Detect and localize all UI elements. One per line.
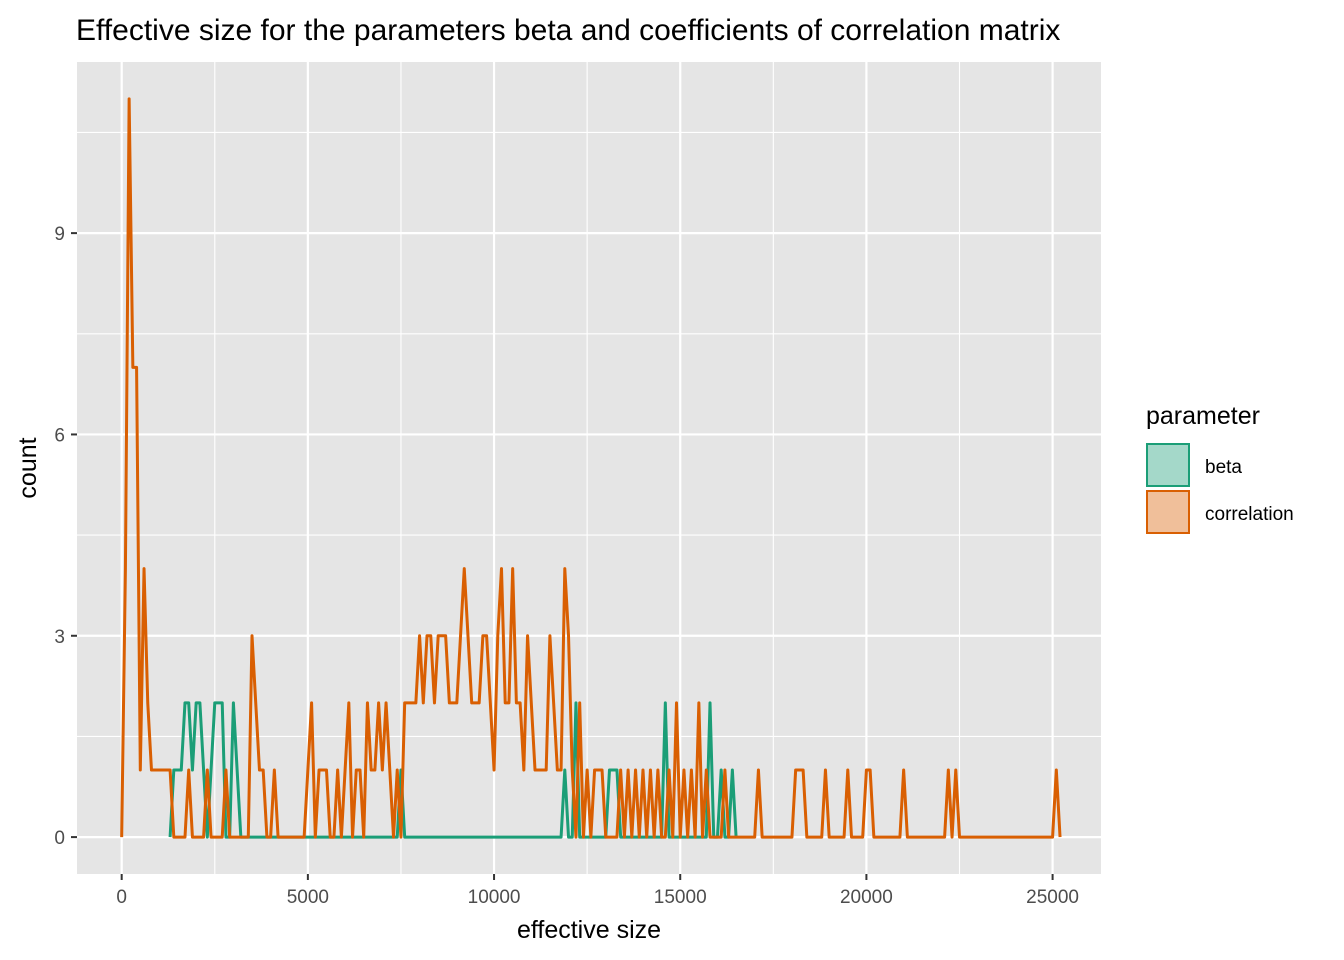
y-tick-label: 9 [54,224,65,245]
chart-title: Effective size for the parameters beta a… [76,14,1060,47]
series-line-correlation [120,97,1062,839]
y-tick-label: 0 [54,828,65,849]
legend-item-beta: beta [1146,443,1242,487]
series-layer [120,97,1062,839]
legend: parameter beta correlation [1146,402,1294,534]
x-tick-label: 15000 [654,887,707,908]
legend-label-correlation: correlation [1205,504,1294,525]
plot-panel [77,62,1101,874]
y-axis-title: count [14,437,42,498]
x-tick-label: 0 [116,887,127,908]
series-line-beta [168,701,738,839]
y-axis: 0 3 6 9 [54,224,77,849]
x-tick-label: 20000 [840,887,893,908]
x-tick-label: 5000 [287,887,329,908]
x-axis-title: effective size [517,916,661,944]
y-tick-label: 3 [54,627,65,648]
y-tick-label: 6 [54,425,65,446]
x-tick-label: 25000 [1026,887,1079,908]
legend-title: parameter [1146,402,1260,430]
legend-key-beta [1146,443,1190,487]
legend-key-correlation [1146,490,1190,534]
x-axis: 0 5000 10000 15000 20000 25000 [116,874,1079,908]
legend-label-beta: beta [1205,457,1242,478]
minor-gridlines [77,62,1101,874]
x-tick-label: 10000 [468,887,521,908]
legend-item-correlation: correlation [1146,490,1294,534]
